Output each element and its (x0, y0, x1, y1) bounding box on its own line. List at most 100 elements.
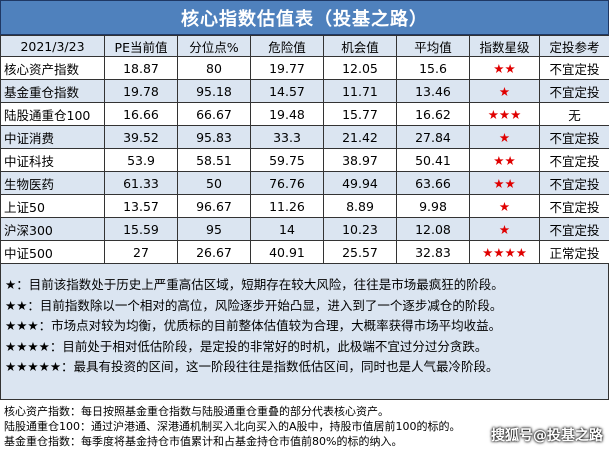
star-rating: ★★★ (469, 102, 540, 126)
table-row: 中证500 27 26.67 40.91 25.57 32.83 ★★★★ 正常定投 (0, 240, 609, 264)
legend-item: ★★★★★：最具有投资的区间，这一阶段往往是指数低估区间，同时也是人气最冷阶段。 (5, 357, 604, 378)
invest-advice: 不宜定投 (539, 194, 609, 218)
chance-value: 25.57 (323, 240, 397, 264)
chance-value: 12.05 (323, 56, 397, 80)
legend-text: ：市场点对较为均衡，优质标的目前整体估值较为合理，大概率获得市场平均收益。 (38, 318, 502, 333)
chance-value: 15.77 (323, 102, 397, 126)
danger-value: 14.57 (250, 79, 324, 103)
star-rating: ★★★★ (469, 240, 540, 264)
column-header: 平均值 (396, 35, 470, 57)
index-name: 上证50 (0, 194, 105, 218)
index-notes: 核心资产指数：每日按照基金重仓指数与陆股通重仓重叠的部分代表核心资产。陆股通重仓… (0, 400, 609, 449)
column-header: 危险值 (250, 35, 324, 57)
average-value: 32.83 (396, 240, 470, 264)
percentile-value: 95 (177, 217, 251, 241)
legend-item: ★：目前该指数处于历史上严重高估区域，短期存在较大风险，往往是市场最疯狂的阶段。 (5, 275, 604, 296)
table-row: 生物医药 61.33 50 76.76 49.94 63.66 ★★ 不宜定投 (0, 171, 609, 195)
pe-value: 18.87 (104, 56, 178, 80)
index-name: 陆股通重仓100 (0, 102, 105, 126)
pe-value: 53.9 (104, 148, 178, 172)
star-rating: ★★ (469, 56, 540, 80)
pe-value: 16.66 (104, 102, 178, 126)
chance-value: 10.23 (323, 217, 397, 241)
invest-advice: 不宜定投 (539, 217, 609, 241)
average-value: 50.41 (396, 148, 470, 172)
note-line: 核心资产指数：每日按照基金重仓指数与陆股通重仓重叠的部分代表核心资产。 (4, 405, 389, 418)
legend-text: ：目前指数除以一个相对的高位，风险逐步开始凸显，进入到了一个逐步减仓的阶段。 (27, 297, 503, 313)
table-row: 陆股通重仓100 16.66 66.67 19.48 15.77 16.62 ★★★ 无 (0, 102, 609, 126)
column-header: 2021/3/23 (0, 35, 105, 57)
invest-advice: 不宜定投 (539, 171, 609, 195)
chance-value: 49.94 (323, 171, 397, 195)
chance-value: 38.97 (323, 148, 397, 172)
invest-advice: 不宜定投 (539, 79, 609, 103)
invest-advice: 正常定投 (539, 240, 609, 264)
note-line: 陆股通重仓100：通过沪港通、深港通机制买入北向买入的A股中，持股市值居前100… (4, 420, 461, 433)
percentile-value: 95.83 (177, 125, 251, 149)
danger-value: 19.48 (250, 102, 324, 126)
legend-stars: ★★ (5, 297, 28, 313)
table-row: 中证科技 53.9 58.51 59.75 38.97 50.41 ★★ 不宜定投 (0, 148, 609, 172)
danger-value: 19.77 (250, 56, 324, 80)
watermark: 搜狐号@投基之路 (491, 428, 603, 444)
legend-stars: ★★★ (5, 318, 39, 333)
legend-stars: ★ (5, 277, 17, 292)
legend-stars: ★★★★ (5, 338, 50, 354)
average-value: 63.66 (396, 171, 470, 195)
column-header: PE当前值 (104, 35, 178, 57)
average-value: 16.62 (396, 102, 470, 126)
danger-value: 76.76 (250, 171, 324, 195)
chance-value: 8.89 (323, 194, 397, 218)
star-rating: ★★ (469, 171, 540, 195)
chance-value: 21.42 (323, 125, 397, 149)
star-rating: ★ (469, 79, 540, 103)
danger-value: 14 (250, 217, 324, 241)
average-value: 12.08 (396, 217, 470, 241)
invest-advice: 不宜定投 (539, 125, 609, 149)
legend-item: ★★★★：目前处于相对低估阶段，是定投的非常好的时机，此极端不宜过分过分贪跌。 (5, 337, 604, 358)
percentile-value: 96.67 (177, 194, 251, 218)
average-value: 9.98 (396, 194, 470, 218)
index-name: 中证科技 (0, 148, 105, 172)
danger-value: 11.26 (250, 194, 324, 218)
legend-stars: ★★★★★ (5, 359, 62, 374)
invest-advice: 无 (539, 102, 609, 126)
star-rating: ★ (469, 194, 540, 218)
legend-text: ：目前处于相对低估阶段，是定投的非常好的时机，此极端不宜过分过分贪跌。 (49, 338, 488, 354)
star-rating: ★★ (469, 148, 540, 172)
pe-value: 15.59 (104, 217, 178, 241)
table-row: 核心资产指数 18.87 80 19.77 12.05 15.6 ★★ 不宜定投 (0, 56, 609, 80)
pe-value: 13.57 (104, 194, 178, 218)
column-header: 定投参考 (539, 35, 609, 57)
pe-value: 19.78 (104, 79, 178, 103)
note-line: 基金重仓指数：每季度将基金持仓市值累计和占基金持仓市值前80%的标的纳入。 (4, 435, 403, 448)
index-name: 沪深300 (0, 217, 105, 241)
average-value: 27.84 (396, 125, 470, 149)
star-rating: ★ (469, 217, 540, 241)
table-row: 沪深300 15.59 95 14 10.23 12.08 ★ 不宜定投 (0, 217, 609, 241)
valuation-table: 2021/3/23 PE当前值 分位点% 危险值 机会值 平均值 指数星级 定投参考 核心资产指… (0, 35, 609, 264)
sheet-title: 核心指数估值表（投基之路） (0, 0, 609, 35)
column-header: 分位点% (177, 35, 251, 57)
percentile-value: 80 (177, 56, 251, 80)
table-row: 中证消费 39.52 95.83 33.3 21.42 27.84 ★ 不宜定投 (0, 125, 609, 149)
percentile-value: 50 (177, 171, 251, 195)
percentile-value: 58.51 (177, 148, 251, 172)
star-legend: ★：目前该指数处于历史上严重高估区域，短期存在较大风险，往往是市场最疯狂的阶段。… (0, 264, 609, 400)
danger-value: 59.75 (250, 148, 324, 172)
pe-value: 61.33 (104, 171, 178, 195)
table-row: 基金重仓指数 19.78 95.18 14.57 11.71 13.46 ★ 不宜定投 (0, 79, 609, 103)
pe-value: 27 (104, 240, 178, 264)
index-name: 基金重仓指数 (0, 79, 105, 103)
average-value: 15.6 (396, 56, 470, 80)
legend-text: ：最具有投资的区间，这一阶段往往是指数低估区间，同时也是人气最冷阶段。 (61, 359, 499, 374)
percentile-value: 26.67 (177, 240, 251, 264)
index-name: 生物医药 (0, 171, 105, 195)
legend-text: ：目前该指数处于历史上严重高估区域，短期存在较大风险，往往是市场最疯狂的阶段。 (16, 277, 504, 292)
danger-value: 40.91 (250, 240, 324, 264)
legend-item: ★★★：市场点对较为均衡，优质标的目前整体估值较为合理，大概率获得市场平均收益。 (5, 316, 604, 337)
invest-advice: 不宜定投 (539, 148, 609, 172)
chance-value: 11.71 (323, 79, 397, 103)
legend-item: ★★：目前指数除以一个相对的高位，风险逐步开始凸显，进入到了一个逐步减仓的阶段。 (5, 296, 604, 317)
index-name: 中证500 (0, 240, 105, 264)
